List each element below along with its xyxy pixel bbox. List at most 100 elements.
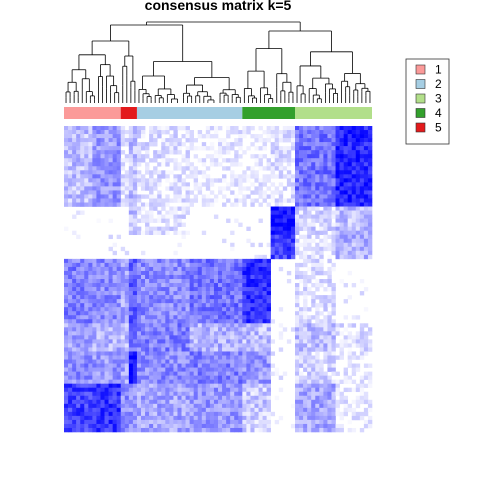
heatmap-cell (128, 331, 134, 336)
heatmap-cell (124, 319, 130, 324)
heatmap-cell (367, 327, 373, 332)
heatmap-cell (124, 130, 130, 135)
heatmap-cell (323, 391, 328, 397)
heatmap-cell (124, 266, 130, 272)
heatmap-cell (307, 315, 312, 320)
heatmap-cell (323, 407, 328, 413)
heatmap-cell (165, 210, 170, 215)
heatmap-cell (307, 391, 312, 397)
heatmap-cell (307, 158, 312, 163)
heatmap-cell (303, 206, 308, 211)
heatmap-cell (96, 415, 101, 421)
heatmap-cell (64, 279, 69, 284)
heatmap-cell (165, 174, 170, 179)
heatmap-cell (92, 126, 97, 131)
heatmap-cell (96, 423, 101, 429)
heatmap-cell (270, 150, 276, 155)
heatmap-cell (185, 391, 190, 397)
heatmap-cell (274, 230, 280, 236)
heatmap-cell (64, 138, 69, 143)
heatmap-cell (258, 331, 263, 336)
heatmap-cell (209, 270, 215, 276)
heatmap-cell (242, 347, 247, 352)
heatmap-cell (343, 170, 348, 175)
heatmap-cell (246, 419, 251, 425)
heatmap-cell (169, 198, 174, 203)
heatmap-cell (96, 190, 101, 195)
heatmap-cell (226, 150, 231, 155)
heatmap-cell (278, 162, 284, 167)
heatmap-cell (250, 170, 255, 175)
heatmap-cell (315, 371, 320, 376)
heatmap-cell (335, 399, 340, 405)
heatmap-cell (64, 202, 69, 207)
heatmap-cell (319, 427, 324, 433)
heatmap-cell (84, 347, 89, 352)
heatmap-cell (246, 194, 251, 199)
heatmap-cell (177, 218, 182, 223)
heatmap-cell (128, 323, 134, 328)
heatmap-cell (323, 335, 328, 340)
heatmap-cell (201, 355, 207, 360)
heatmap-cell (262, 347, 267, 352)
heatmap-cell (72, 299, 77, 304)
heatmap-cell (335, 411, 340, 417)
heatmap-cell (136, 311, 142, 316)
heatmap-cell (299, 274, 304, 280)
heatmap-cell (205, 371, 211, 376)
heatmap-cell (84, 283, 89, 288)
heatmap-cell (266, 311, 271, 316)
heatmap-cell (120, 379, 126, 384)
heatmap-cell (258, 295, 263, 300)
heatmap-cell (161, 206, 166, 211)
heatmap-cell (250, 343, 255, 348)
heatmap-cell (347, 134, 353, 139)
heatmap-cell (153, 331, 158, 336)
heatmap-cell (290, 186, 296, 191)
heatmap-cell (323, 134, 328, 139)
heatmap-cell (181, 158, 186, 163)
heatmap-cell (327, 355, 332, 360)
heatmap-cell (157, 258, 162, 264)
heatmap-cell (181, 266, 186, 272)
heatmap-cell (315, 218, 320, 223)
heatmap-cell (315, 182, 320, 187)
heatmap-cell (286, 339, 292, 344)
heatmap-cell (96, 154, 101, 159)
heatmap-cell (132, 279, 138, 284)
heatmap-cell (205, 315, 211, 320)
heatmap-cell (258, 303, 263, 308)
heatmap-cell (181, 335, 186, 340)
heatmap-cell (189, 138, 194, 143)
heatmap-cell (367, 150, 373, 155)
heatmap-cell (96, 274, 101, 280)
heatmap-cell (254, 174, 259, 179)
heatmap-cell (254, 411, 259, 417)
heatmap-cell (120, 323, 126, 328)
heatmap-cell (323, 375, 328, 380)
heatmap-cell (343, 178, 348, 183)
heatmap-cell (205, 383, 211, 389)
heatmap-cell (108, 174, 113, 179)
heatmap-cell (201, 391, 207, 397)
heatmap-cell (72, 399, 77, 405)
heatmap-cell (307, 126, 312, 131)
heatmap-cell (201, 339, 207, 344)
heatmap-cell (258, 403, 263, 409)
heatmap-cell (367, 234, 373, 240)
heatmap-cell (258, 254, 263, 260)
heatmap-cell (181, 186, 186, 191)
heatmap-cell (157, 162, 162, 167)
heatmap-cell (363, 142, 369, 147)
heatmap-cell (230, 311, 235, 316)
heatmap-cell (303, 238, 308, 244)
heatmap-cell (278, 246, 284, 252)
heatmap-cell (193, 355, 199, 360)
heatmap-cell (84, 190, 89, 195)
heatmap-cell (331, 307, 336, 312)
heatmap-cell (116, 202, 122, 207)
heatmap-cell (311, 347, 316, 352)
heatmap-cell (173, 226, 178, 231)
heatmap-cell (222, 186, 227, 191)
heatmap-cell (132, 327, 138, 332)
